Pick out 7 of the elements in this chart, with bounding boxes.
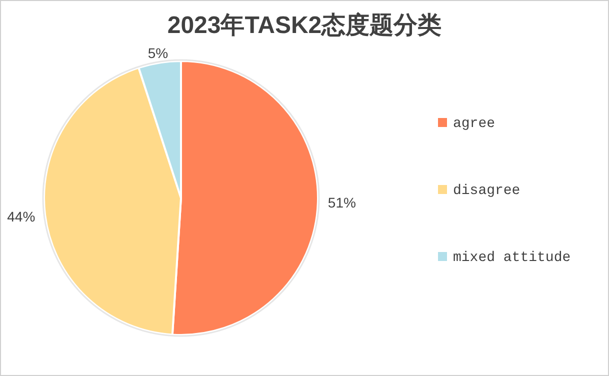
legend-label: agree <box>453 116 496 132</box>
legend-label: mixed attitude <box>453 250 571 266</box>
chart-title: 2023年TASK2态度题分类 <box>167 12 442 39</box>
legend-label: disagree <box>453 183 520 199</box>
data-label: 44% <box>7 208 36 224</box>
data-label: 5% <box>148 44 168 61</box>
data-label: 51% <box>328 194 356 211</box>
